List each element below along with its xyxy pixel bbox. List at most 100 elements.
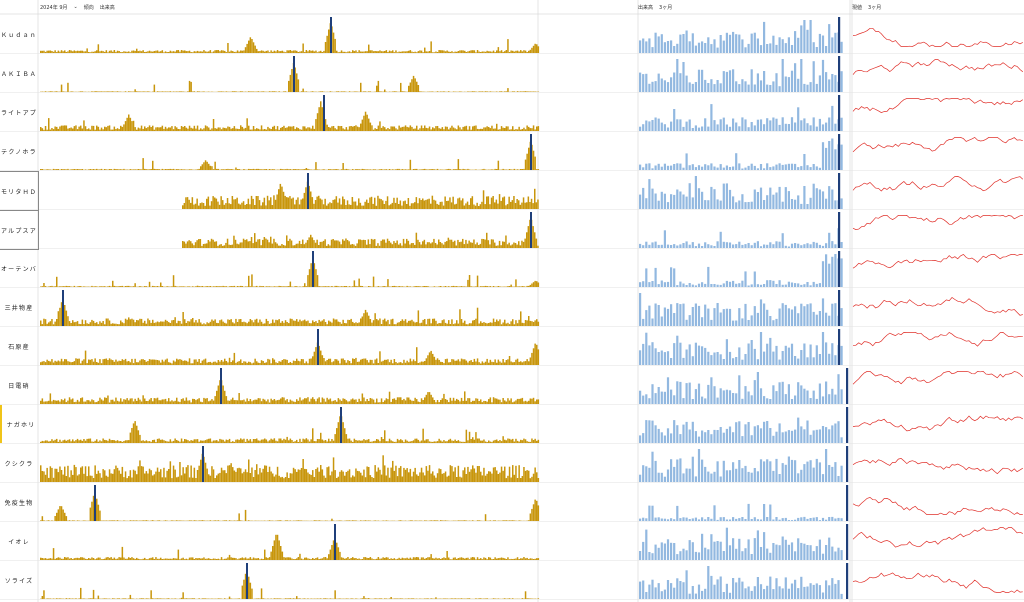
volume-bar <box>49 558 52 560</box>
volume-bar <box>185 51 188 53</box>
recent-volume-bar <box>722 460 725 482</box>
volume-bar <box>144 52 146 53</box>
volume-bar <box>57 441 60 443</box>
volume-bar <box>104 126 106 131</box>
period-selector[interactable]: 2024年 9月 <box>40 4 68 11</box>
volume-bar <box>196 169 199 170</box>
volume-bar <box>84 126 87 131</box>
volume-bar <box>318 195 320 209</box>
volume-bar <box>260 439 263 443</box>
recent-volume-bar <box>728 189 732 209</box>
volume-bar <box>452 440 455 443</box>
recent-volume-bar <box>682 243 685 248</box>
volume-bar <box>220 286 223 287</box>
volume-bar <box>377 467 380 482</box>
volume-bar <box>190 557 192 560</box>
volume-bar <box>67 286 69 287</box>
recent-volume-bar <box>750 435 753 443</box>
volume-bar <box>283 91 285 92</box>
volume-bar <box>54 558 56 560</box>
volume-bar <box>211 559 213 560</box>
volume-bar <box>238 244 240 248</box>
recent-volume-bar <box>642 38 645 53</box>
volume-bar <box>121 441 124 443</box>
volume-bar <box>486 126 488 131</box>
volume-bar <box>436 203 438 209</box>
volume-bar <box>456 441 458 443</box>
volume-bar <box>398 520 400 521</box>
volume-bar <box>107 557 109 560</box>
volume-bar <box>321 558 324 560</box>
volume-bar <box>168 52 170 53</box>
volume-bar <box>116 440 119 443</box>
volume-bar <box>487 240 490 248</box>
volume-bar <box>372 51 375 53</box>
recent-volume-bar <box>732 393 735 404</box>
volume-bar <box>449 397 452 404</box>
volume-bar <box>246 362 248 365</box>
volume-bar <box>88 52 90 53</box>
volume-bar <box>44 51 47 53</box>
volume-bar <box>326 35 328 53</box>
volume-bar <box>457 359 460 365</box>
volume-bar <box>404 200 406 209</box>
volume-bar <box>121 546 124 560</box>
volume-bar <box>363 115 365 131</box>
volume-bar <box>339 363 341 365</box>
volume-bar <box>354 245 357 248</box>
volume-bar <box>152 401 154 404</box>
volume-bar <box>225 473 228 482</box>
recent-volume-bar <box>828 24 831 53</box>
volume-bar <box>433 199 435 209</box>
volume-bar <box>324 520 327 521</box>
volume-bar <box>250 237 253 248</box>
recent-volume-bar <box>815 166 818 170</box>
volume-bar <box>511 200 514 209</box>
recent-volume-bar <box>697 383 701 404</box>
volume-bar <box>406 285 408 287</box>
volume-bar <box>72 398 74 404</box>
volume-bar <box>166 358 168 365</box>
volume-bar <box>105 91 108 92</box>
volume-bar <box>249 362 252 365</box>
volume-bar <box>129 558 132 560</box>
volume-bar <box>227 43 229 53</box>
volume-bar <box>504 319 506 326</box>
volume-bar <box>83 359 85 365</box>
volume-bar <box>297 400 300 404</box>
volume-bar <box>177 50 180 53</box>
volume-bar <box>417 51 420 53</box>
volume-bar <box>177 169 180 170</box>
recent-volume-label: 出来高 <box>638 4 654 11</box>
volume-bar <box>222 245 224 248</box>
volume-bar <box>528 91 530 92</box>
volume-bar <box>529 398 532 404</box>
volume-bar <box>220 129 223 131</box>
recent-volume-bar <box>759 388 763 404</box>
volume-bar <box>489 286 492 287</box>
volume-bar <box>360 82 362 92</box>
volume-bar <box>411 441 413 443</box>
volume-bar <box>78 126 80 131</box>
volume-bar <box>139 169 141 170</box>
volume-bar <box>327 203 330 209</box>
volume-bar <box>84 558 87 560</box>
volume-bar <box>160 557 162 560</box>
volume-bar <box>203 359 205 365</box>
volume-bar <box>230 463 232 482</box>
volume-bar <box>73 361 76 365</box>
volume-bar <box>196 125 199 131</box>
volume-bar <box>529 478 532 482</box>
volume-bar <box>486 401 488 404</box>
chevron-down-icon[interactable]: ⌄ <box>73 4 78 10</box>
volume-bar <box>185 397 188 404</box>
volume-bar <box>326 467 328 482</box>
volume-bar <box>312 125 314 131</box>
volume-bar <box>466 201 469 209</box>
recent-volume-bar <box>642 433 645 443</box>
volume-bar <box>248 91 250 92</box>
volume-bar <box>113 361 116 365</box>
volume-bar <box>195 51 197 53</box>
volume-bar <box>486 196 488 209</box>
volume-bar <box>339 126 341 131</box>
